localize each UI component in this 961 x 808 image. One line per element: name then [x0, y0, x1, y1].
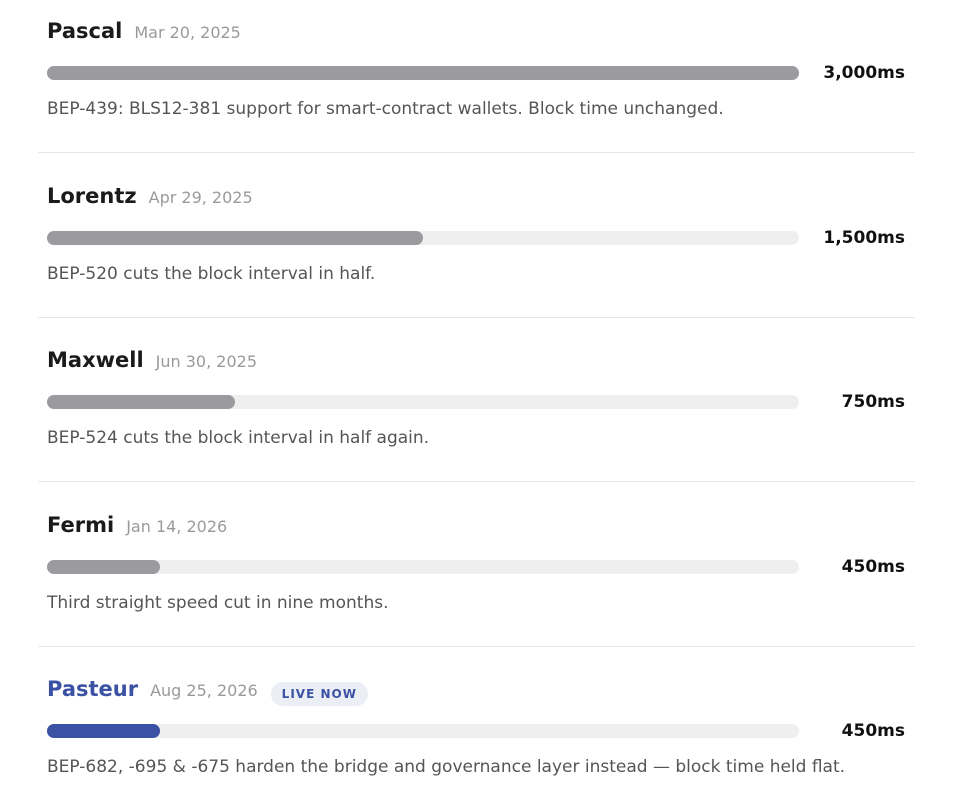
value-label: 750ms: [841, 392, 905, 412]
description: BEP-682, -695 & -675 harden the bridge a…: [47, 757, 846, 777]
bar-track: [47, 395, 799, 409]
bar: [47, 230, 423, 245]
upgrade-date: Aug 25, 2026: [150, 681, 258, 700]
upgrade-date: Jun 30, 2025: [155, 352, 257, 371]
upgrade-name: Lorentz: [47, 183, 137, 208]
upgrade-date: Jan 14, 2026: [126, 516, 228, 536]
bar-track: [47, 559, 799, 574]
status-badge: LIVE NOW: [270, 682, 368, 706]
upgrade-name: Pascal: [47, 19, 123, 43]
bar: [47, 724, 160, 738]
value-label: 3,000ms: [823, 63, 905, 83]
divider: [38, 481, 915, 482]
description: Third straight speed cut in nine months.: [47, 592, 389, 613]
upgrade-date: Apr 29, 2025: [148, 187, 253, 207]
upgrade-name: Fermi: [47, 512, 115, 537]
upgrade-name: Pasteur: [47, 677, 139, 701]
description: BEP-524 cuts the block interval in half …: [47, 428, 430, 448]
upgrade-date: Mar 20, 2025: [134, 23, 241, 42]
upgrade-name: Maxwell: [47, 348, 144, 372]
bar: [47, 66, 799, 80]
bar-track: [47, 724, 799, 738]
value-label: 450ms: [841, 721, 905, 741]
divider: [38, 152, 915, 153]
description: BEP-439: BLS12-381 support for smart-con…: [47, 99, 724, 119]
description: BEP-520 cuts the block interval in half.: [47, 263, 376, 284]
divider: [38, 316, 915, 318]
bar: [47, 559, 160, 574]
divider: [38, 645, 915, 647]
value-label: 450ms: [841, 556, 905, 577]
value-label: 1,500ms: [823, 227, 905, 248]
bar: [47, 395, 235, 409]
